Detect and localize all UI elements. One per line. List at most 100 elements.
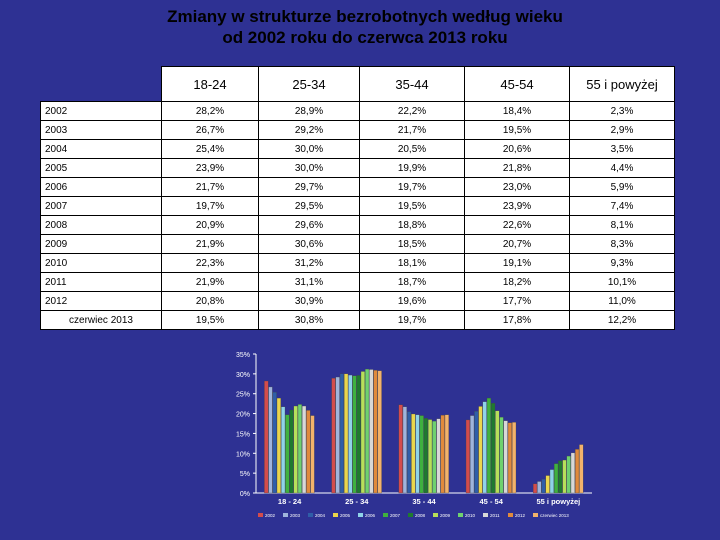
bar	[465, 419, 470, 494]
bar	[486, 397, 491, 494]
bar	[297, 404, 302, 494]
legend-swatch	[383, 513, 388, 517]
bar	[344, 373, 349, 494]
table-cell: 20,7%	[464, 234, 570, 254]
column-header: 35-44	[359, 66, 465, 102]
table-cell: 18,7%	[359, 272, 465, 292]
bar	[579, 444, 584, 494]
table-cell: 10,1%	[569, 272, 675, 292]
bar	[335, 376, 340, 494]
legend-swatch	[408, 513, 413, 517]
bar	[432, 420, 437, 494]
legend-swatch	[333, 513, 338, 517]
table-row: 2008 20,9% 29,6% 18,8% 22,6% 8,1%	[40, 215, 675, 235]
table-cell: 22,2%	[359, 101, 465, 121]
table-row: 2004 25,4% 30,0% 20,5% 20,6% 3,5%	[40, 139, 675, 159]
column-header: 45-54	[464, 66, 570, 102]
table-cell: 22,6%	[464, 215, 570, 235]
table-cell: 8,1%	[569, 215, 675, 235]
table-body: 2002 28,2% 28,9% 22,2% 18,4% 2,3% 2003 26,7% 29,…	[40, 101, 675, 330]
row-label: 2007	[40, 196, 162, 216]
table-row: 2007 19,7% 29,5% 19,5% 23,9% 7,4%	[40, 196, 675, 216]
y-tick-label: 10%	[236, 451, 250, 458]
bar	[302, 405, 307, 494]
legend-swatch	[358, 513, 363, 517]
table-cell: 21,8%	[464, 158, 570, 178]
table-cell: 28,9%	[258, 101, 360, 121]
bar	[373, 370, 378, 494]
row-label: 2005	[40, 158, 162, 178]
row-label: czerwiec 2013	[40, 310, 162, 330]
bar	[419, 415, 424, 494]
table-row: 2010 22,3% 31,2% 18,1% 19,1% 9,3%	[40, 253, 675, 273]
table-cell: 8,3%	[569, 234, 675, 254]
legend-swatch	[308, 513, 313, 517]
legend-label: 2008	[415, 513, 426, 518]
bar	[352, 375, 357, 494]
bar	[503, 420, 508, 494]
table-cell: 19,9%	[359, 158, 465, 178]
table-cell: 19,6%	[359, 291, 465, 311]
legend-label: 2009	[440, 513, 451, 518]
row-label: 2002	[40, 101, 162, 121]
bar	[545, 475, 550, 494]
legend-swatch	[458, 513, 463, 517]
bar	[491, 403, 496, 494]
column-header: 25-34	[258, 66, 360, 102]
bar	[549, 469, 554, 494]
table-cell: 19,5%	[464, 120, 570, 140]
table-cell: 30,6%	[258, 234, 360, 254]
bar	[276, 397, 281, 494]
bar	[281, 406, 286, 494]
table-cell: 30,0%	[258, 158, 360, 178]
table-cell: 20,9%	[161, 215, 259, 235]
legend-label: 2005	[340, 513, 351, 518]
bar	[331, 378, 336, 494]
table-header-row: 18-24 25-34 35-44 45-54 55 i powyżej	[41, 66, 675, 102]
legend-swatch	[258, 513, 263, 517]
title-line-2: od 2002 roku do czerwca 2013 roku	[222, 28, 508, 47]
legend-swatch	[533, 513, 538, 517]
table-cell: 18,8%	[359, 215, 465, 235]
table-cell: 3,5%	[569, 139, 675, 159]
column-header: 55 i powyżej	[569, 66, 675, 102]
y-tick-label: 15%	[236, 431, 250, 438]
bar-chart: 0% 5% 10% 15% 20% 25% 30% 35% 18 - 24 25 - 34 35 -…	[236, 352, 592, 518]
table-cell: 2,9%	[569, 120, 675, 140]
table-cell: 4,4%	[569, 158, 675, 178]
bar	[482, 401, 487, 494]
table-cell: 31,1%	[258, 272, 360, 292]
column-header: 18-24	[161, 66, 259, 102]
bar	[398, 404, 403, 494]
table-cell: 23,0%	[464, 177, 570, 197]
bar	[415, 414, 420, 494]
bar	[365, 368, 370, 494]
bar	[562, 459, 567, 494]
bar	[541, 478, 546, 494]
legend-swatch	[483, 513, 488, 517]
legend-label: 2010	[465, 513, 476, 518]
row-label: 2010	[40, 253, 162, 273]
table-row: 2003 26,7% 29,2% 21,7% 19,5% 2,9%	[40, 120, 675, 140]
row-label: 2004	[40, 139, 162, 159]
table-cell: 22,3%	[161, 253, 259, 273]
legend-label: 2011	[490, 513, 500, 518]
bar	[411, 413, 416, 494]
table-cell: 20,8%	[161, 291, 259, 311]
bar	[348, 374, 353, 494]
table-row: czerwiec 2013 19,5% 30,8% 19,7% 17,8% 12,2%	[40, 310, 675, 330]
legend-label: 2003	[290, 513, 301, 518]
table-cell: 19,7%	[161, 196, 259, 216]
bar	[444, 414, 449, 494]
legend-swatch	[508, 513, 513, 517]
legend-label: 2007	[390, 513, 401, 518]
page-title: Zmiany w strukturze bezrobotnych według …	[0, 6, 720, 48]
bar	[268, 386, 273, 494]
table-cell: 30,0%	[258, 139, 360, 159]
y-tick-label: 0%	[240, 491, 250, 498]
row-label: 2011	[40, 272, 162, 292]
table-cell: 18,4%	[464, 101, 570, 121]
table-cell: 30,8%	[258, 310, 360, 330]
table-row: 2012 20,8% 30,9% 19,6% 17,7% 11,0%	[40, 291, 675, 311]
legend-label: 2004	[315, 513, 326, 518]
